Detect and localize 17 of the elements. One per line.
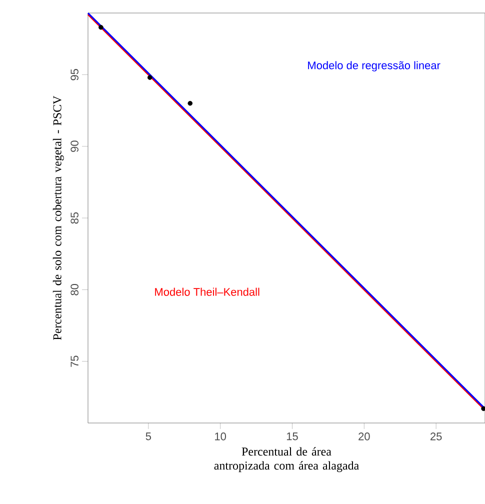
point [188, 100, 193, 106]
y-tick-label: 75 [70, 356, 78, 367]
point [98, 24, 104, 30]
x-tick-label: 10 [215, 432, 226, 440]
x-tick-label: 5 [146, 432, 151, 440]
x-tick-label: 20 [358, 432, 370, 440]
y-tick-label: 80 [70, 284, 78, 296]
x-tick-label: 15 [286, 432, 298, 440]
point [147, 75, 152, 80]
x-axis-title: Percentual de área antropizada com área alagada [214, 447, 359, 472]
text: Modelo de regressão linear [308, 61, 440, 72]
y-axis-title: Percentual de solo com cobertura vegetal - PSCV [52, 96, 64, 340]
x-tick-label: 25 [430, 432, 442, 440]
text: Modelo Theil–Kendall [155, 288, 260, 296]
y-tick-label: 85 [70, 212, 78, 224]
y-tick-label: 90 [70, 140, 78, 152]
y-tick-label: 95 [70, 69, 78, 80]
